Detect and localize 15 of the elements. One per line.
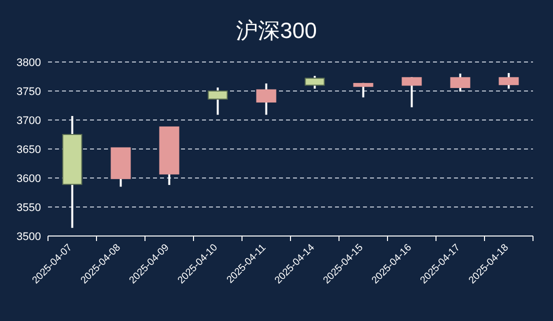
- y-tick-label: 3550: [16, 202, 41, 214]
- y-tick-label: 3650: [16, 144, 41, 156]
- y-tick-label: 3750: [16, 86, 41, 98]
- candlestick: [304, 74, 325, 90]
- candlestick: [208, 86, 228, 116]
- candlestick: [256, 82, 276, 116]
- candlestick: [353, 82, 374, 98]
- y-tick-label: 3500: [16, 231, 41, 243]
- chart-title: 沪深300: [236, 18, 317, 43]
- y-tick-label: 3600: [16, 173, 41, 185]
- y-tick-label: 3700: [16, 115, 41, 127]
- candlestick: [450, 72, 470, 93]
- y-tick-label: 3800: [16, 57, 41, 69]
- candlestick: [402, 76, 422, 108]
- candlestick: [498, 72, 519, 90]
